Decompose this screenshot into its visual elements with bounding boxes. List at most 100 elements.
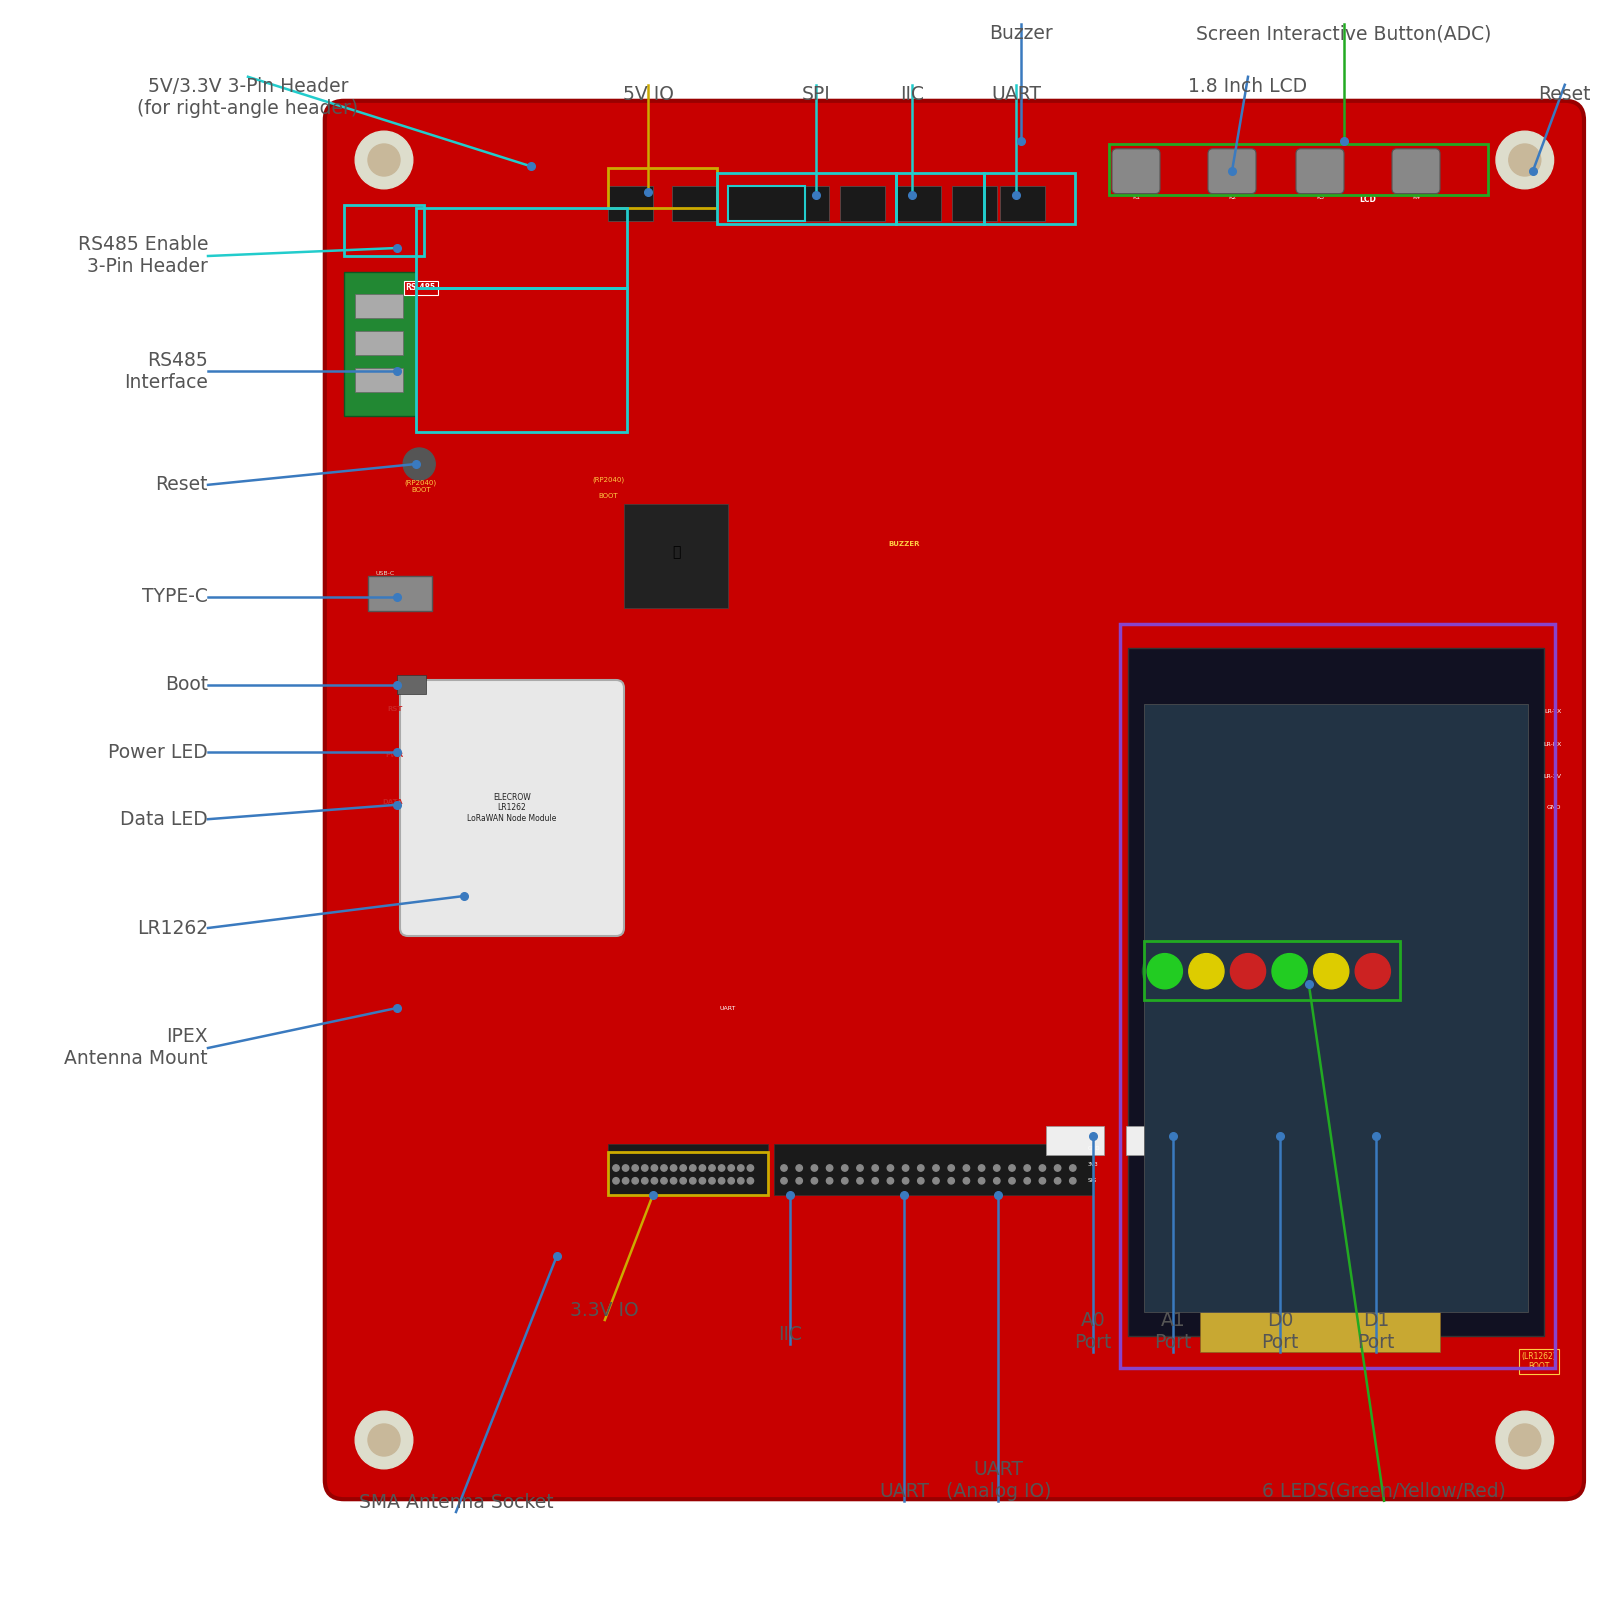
Circle shape	[642, 1165, 648, 1171]
Text: LR-RX: LR-RX	[1544, 741, 1562, 747]
Circle shape	[738, 1178, 744, 1184]
Text: 5V/3.3V 3-Pin Header
(for right-angle header): 5V/3.3V 3-Pin Header (for right-angle he…	[138, 77, 358, 118]
Circle shape	[1509, 1424, 1541, 1456]
Circle shape	[728, 1165, 734, 1171]
Circle shape	[886, 1178, 893, 1184]
Circle shape	[690, 1165, 696, 1171]
Circle shape	[918, 1178, 925, 1184]
Bar	[896, 173, 984, 224]
Text: UART: UART	[720, 1005, 736, 1011]
Text: D0
Port: D0 Port	[1261, 1310, 1299, 1352]
Circle shape	[1142, 949, 1187, 994]
Bar	[672, 186, 717, 221]
Bar	[717, 173, 896, 224]
Bar	[397, 675, 426, 694]
Circle shape	[1069, 1178, 1075, 1184]
Circle shape	[661, 1178, 667, 1184]
Circle shape	[781, 1178, 787, 1184]
Circle shape	[858, 1178, 864, 1184]
Bar	[774, 1144, 1094, 1195]
Circle shape	[1008, 1178, 1014, 1184]
Circle shape	[1496, 131, 1554, 189]
Text: LCD: LCD	[1360, 195, 1376, 205]
Bar	[1128, 648, 1544, 1336]
Circle shape	[902, 1178, 909, 1184]
Bar	[1120, 624, 1555, 1368]
Text: Data LED: Data LED	[120, 810, 208, 829]
Text: K3: K3	[1315, 195, 1325, 200]
Circle shape	[651, 1165, 658, 1171]
Text: TYPE-C: TYPE-C	[142, 587, 208, 606]
Bar	[728, 186, 805, 221]
Text: SMA Antenna Socket: SMA Antenna Socket	[358, 1493, 554, 1512]
Text: UART: UART	[990, 85, 1042, 104]
Text: RS485 Enable
3-Pin Header: RS485 Enable 3-Pin Header	[77, 235, 208, 277]
Circle shape	[933, 1165, 939, 1171]
Bar	[344, 272, 416, 416]
Text: K2: K2	[1227, 195, 1237, 200]
Bar	[1109, 144, 1488, 195]
Text: UART
(Analog IO): UART (Analog IO)	[946, 1459, 1051, 1501]
Circle shape	[947, 1165, 954, 1171]
Circle shape	[826, 1178, 834, 1184]
Circle shape	[1272, 954, 1307, 989]
Text: UART: UART	[878, 1482, 930, 1501]
Circle shape	[1038, 1165, 1046, 1171]
Circle shape	[651, 1178, 658, 1184]
Bar	[1126, 1126, 1184, 1155]
Circle shape	[842, 1165, 848, 1171]
Circle shape	[670, 1165, 677, 1171]
Text: GND: GND	[1547, 805, 1562, 811]
Circle shape	[1189, 954, 1224, 989]
Circle shape	[403, 448, 435, 480]
Circle shape	[680, 1165, 686, 1171]
Circle shape	[1147, 954, 1182, 989]
Circle shape	[872, 1178, 878, 1184]
Bar	[624, 504, 728, 608]
Bar	[608, 186, 653, 221]
FancyBboxPatch shape	[1208, 149, 1256, 194]
Circle shape	[680, 1178, 686, 1184]
Circle shape	[978, 1178, 986, 1184]
Circle shape	[781, 1165, 787, 1171]
Circle shape	[622, 1178, 629, 1184]
Circle shape	[738, 1165, 744, 1171]
Circle shape	[811, 1165, 818, 1171]
Text: SPI: SPI	[802, 85, 830, 104]
Bar	[416, 288, 627, 432]
Circle shape	[1350, 949, 1395, 994]
Circle shape	[1226, 949, 1270, 994]
Text: 1.8 Inch LCD: 1.8 Inch LCD	[1189, 77, 1307, 96]
Text: Power LED: Power LED	[109, 742, 208, 762]
Text: A1
Port: A1 Port	[1154, 1310, 1192, 1352]
Text: K4: K4	[1411, 195, 1421, 200]
Circle shape	[797, 1178, 803, 1184]
Circle shape	[670, 1178, 677, 1184]
Bar	[1328, 1126, 1386, 1155]
Bar	[608, 1152, 768, 1195]
Circle shape	[718, 1165, 725, 1171]
Circle shape	[642, 1178, 648, 1184]
Text: IIC: IIC	[899, 85, 923, 104]
Bar	[728, 186, 773, 221]
Text: 5V IO: 5V IO	[622, 85, 674, 104]
Bar	[784, 186, 829, 221]
Circle shape	[1314, 954, 1349, 989]
Bar	[1046, 1126, 1104, 1155]
Bar	[1144, 941, 1400, 1000]
Circle shape	[1355, 954, 1390, 989]
Circle shape	[355, 1411, 413, 1469]
Circle shape	[709, 1178, 715, 1184]
Circle shape	[1496, 1411, 1554, 1469]
Circle shape	[368, 144, 400, 176]
Bar	[368, 576, 432, 611]
Circle shape	[858, 1165, 864, 1171]
Circle shape	[1184, 949, 1229, 994]
Circle shape	[747, 1165, 754, 1171]
Circle shape	[842, 1178, 848, 1184]
Circle shape	[1038, 1178, 1046, 1184]
Bar	[344, 205, 424, 256]
Bar	[608, 1144, 768, 1195]
Text: SIG: SIG	[1088, 1178, 1098, 1184]
Bar	[1232, 1126, 1290, 1155]
